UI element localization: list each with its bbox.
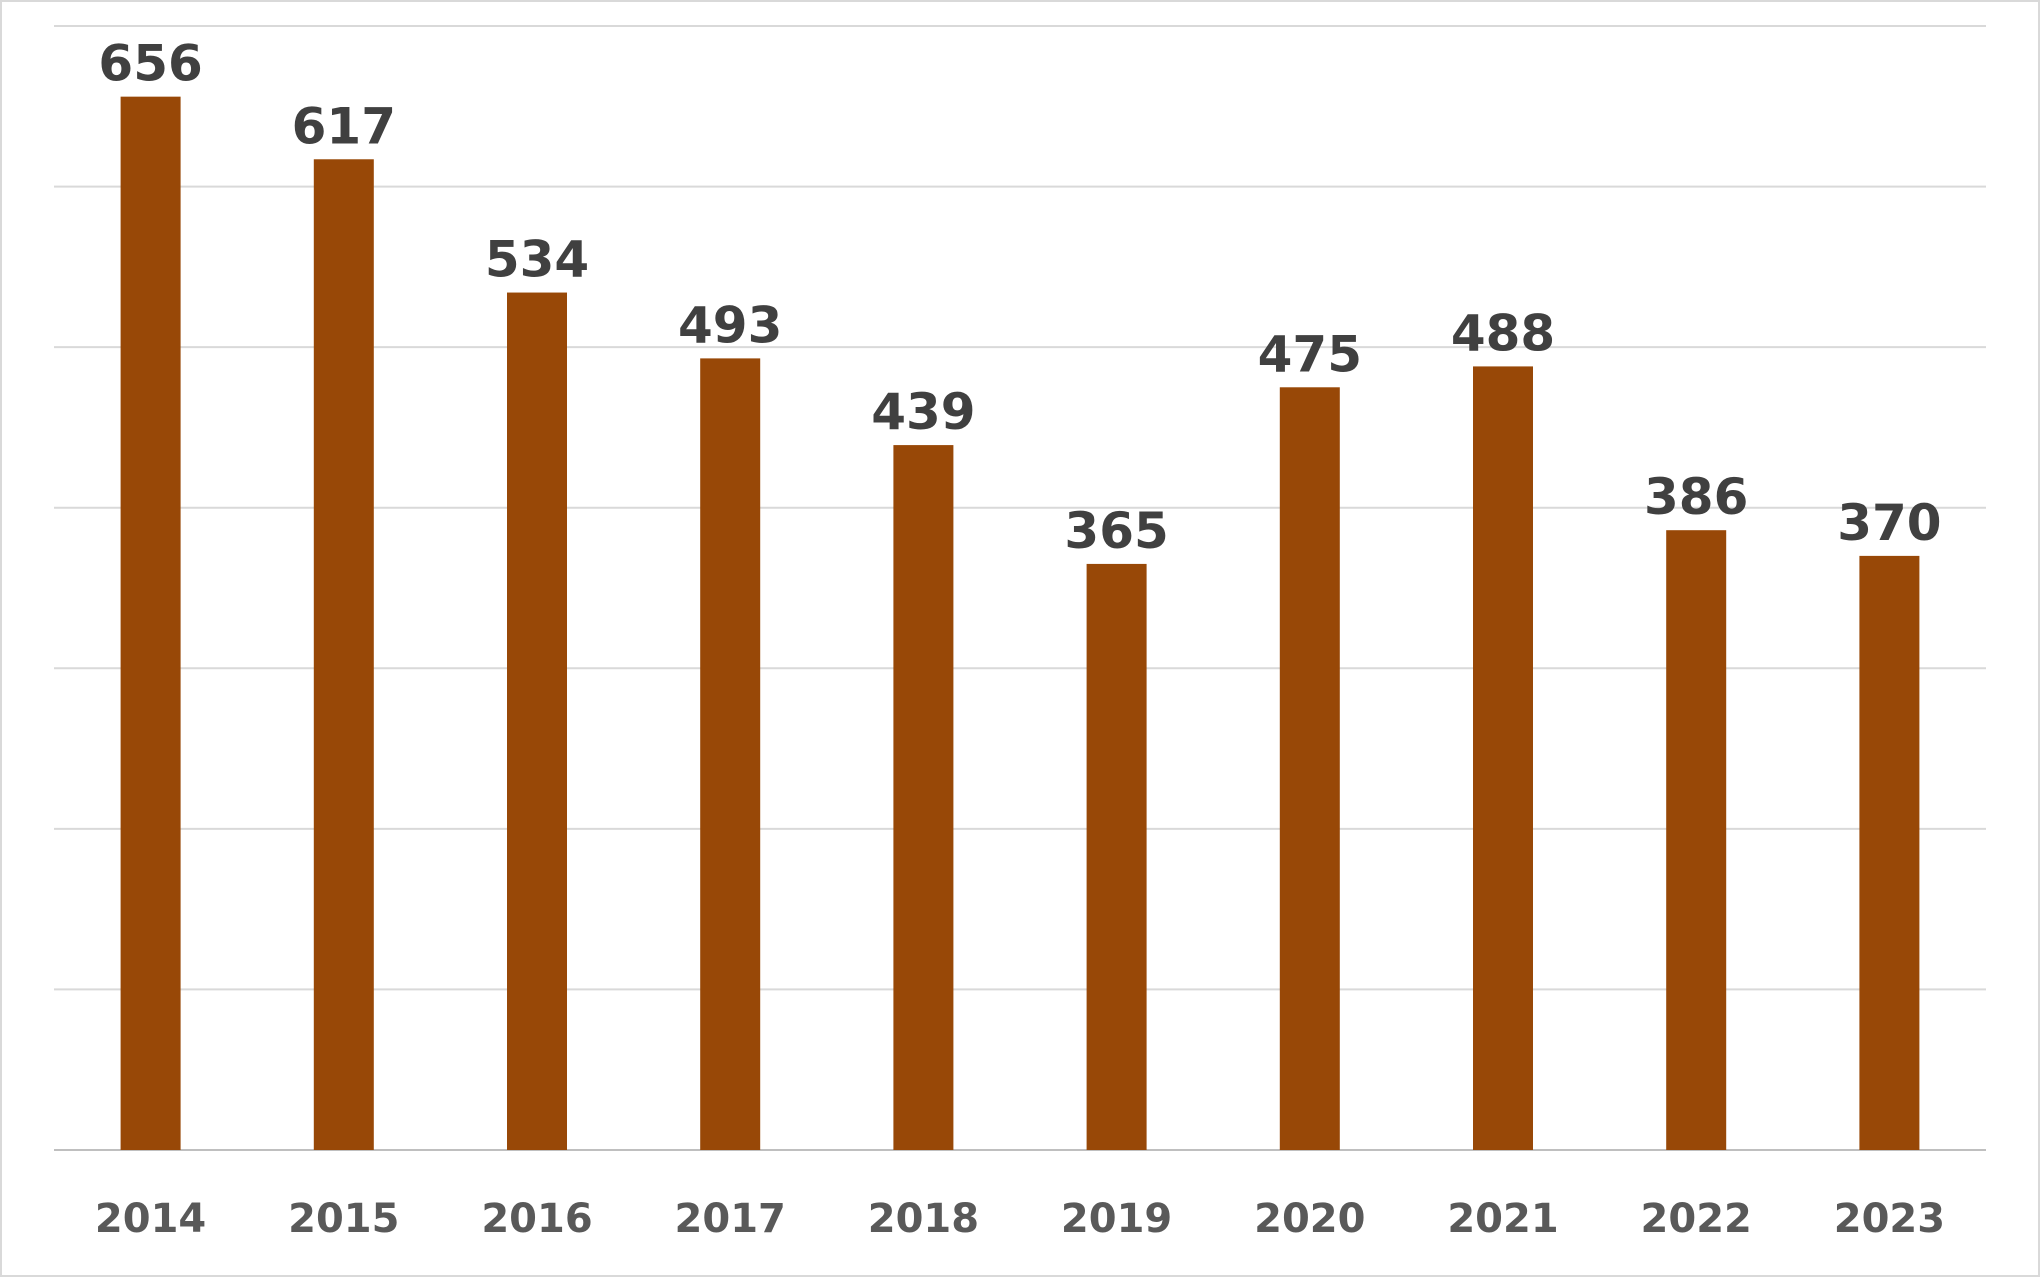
x-tick-labels: 2014 2015 2016 2017 2018 2019 2020 2021 2022 2023	[95, 1196, 1945, 1242]
data-label-2023: 370	[1837, 494, 1941, 552]
bar-2018	[893, 445, 954, 1150]
bar-2021	[1473, 366, 1533, 1150]
data-label-2017: 493	[678, 296, 782, 354]
gridlines	[54, 25, 1986, 1151]
x-tick-label-2018: 2018	[868, 1196, 979, 1242]
x-tick-label-2021: 2021	[1447, 1196, 1558, 1242]
data-label-2015: 617	[292, 97, 396, 155]
data-label-2019: 365	[1064, 502, 1168, 560]
data-labels: 656 617 534 493 439 365 475 488 386 370	[98, 35, 1941, 560]
bar-2014	[120, 96, 181, 1151]
x-tick-label-2023: 2023	[1834, 1196, 1945, 1242]
x-tick-label-2014: 2014	[95, 1196, 206, 1242]
data-label-2016: 534	[485, 231, 589, 289]
x-tick-label-2020: 2020	[1254, 1196, 1365, 1242]
data-label-2020: 475	[1258, 325, 1362, 383]
data-label-2018: 439	[871, 383, 975, 441]
x-tick-label-2015: 2015	[288, 1196, 399, 1242]
bar-2017	[700, 358, 761, 1151]
x-tick-label-2019: 2019	[1061, 1196, 1172, 1242]
bar-2015	[313, 159, 374, 1150]
bar-2023	[1859, 555, 1920, 1150]
data-label-2014: 656	[98, 35, 202, 93]
bar-2022	[1666, 530, 1727, 1150]
bar-2020	[1279, 387, 1340, 1150]
data-label-2021: 488	[1451, 304, 1555, 362]
bar-2019	[1086, 563, 1147, 1150]
x-tick-label-2022: 2022	[1641, 1196, 1752, 1242]
x-tick-label-2017: 2017	[675, 1196, 786, 1242]
bars	[120, 96, 1920, 1151]
bar-2016	[507, 292, 567, 1150]
data-label-2022: 386	[1644, 468, 1748, 526]
x-tick-label-2016: 2016	[481, 1196, 592, 1242]
